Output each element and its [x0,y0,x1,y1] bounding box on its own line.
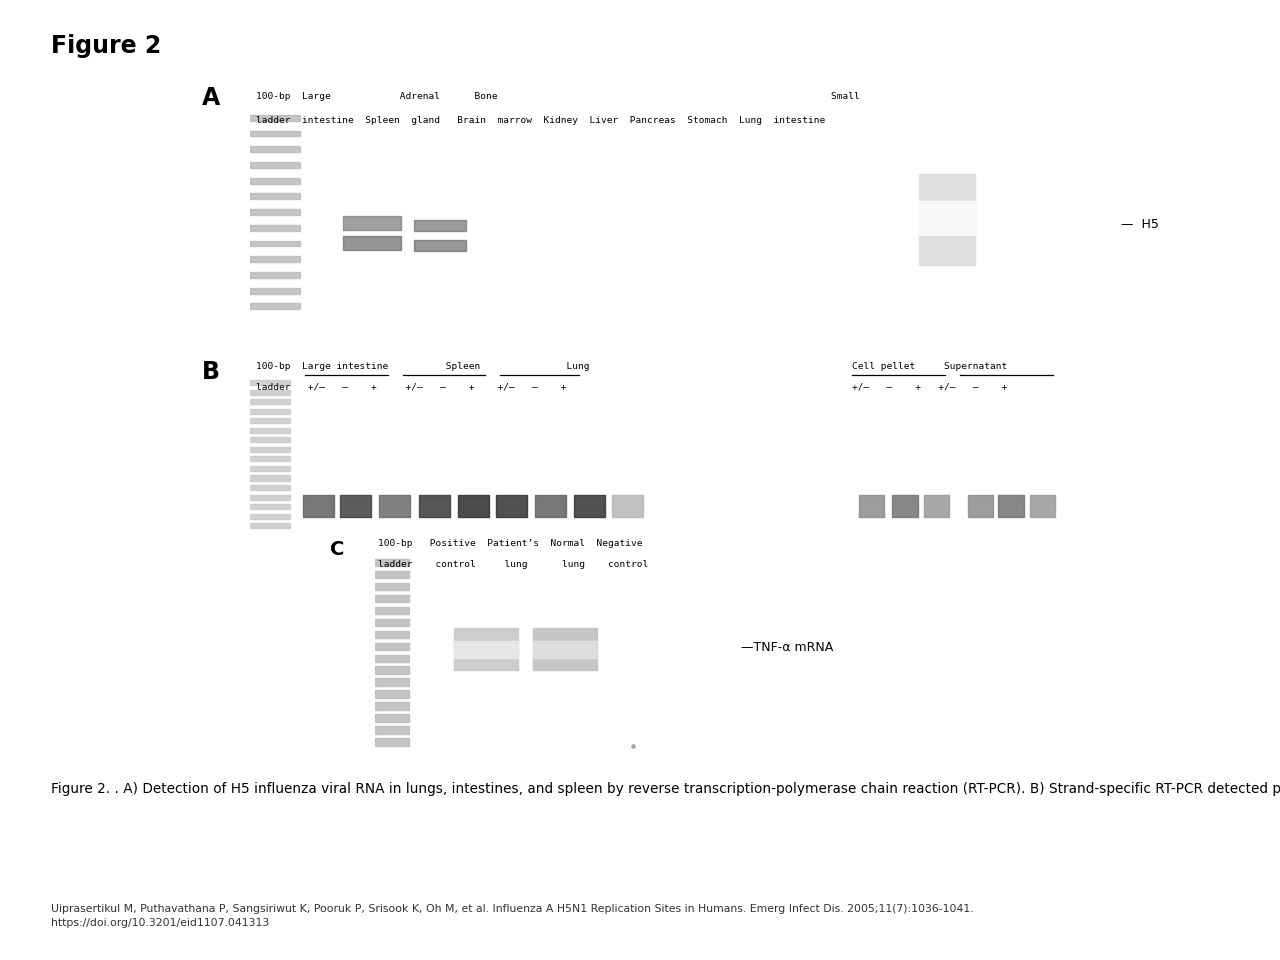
Text: —TNF-α mRNA: —TNF-α mRNA [741,640,833,654]
Text: A: A [202,86,220,110]
Bar [250,475,291,481]
Bar [250,146,300,153]
Bar [250,419,291,423]
Bar [250,494,291,499]
Bar [250,409,291,414]
Text: ladder   +/–   –    +     +/–   –    +    +/–   –    +: ladder +/– – + +/– – + +/– – + [256,383,567,392]
Text: Cell pellet     Supernatant: Cell pellet Supernatant [852,362,1007,371]
Bar [250,162,300,168]
Bar [250,225,300,230]
Bar [250,241,300,247]
Bar [375,631,410,638]
Bar [375,714,410,722]
Bar [375,559,410,566]
Bar [375,594,410,602]
Bar [250,514,291,518]
Text: +/–   –    +   +/–   –    +: +/– – + +/– – + [852,383,1007,392]
Bar [375,738,410,746]
Bar [375,642,410,650]
Text: ladder  intestine  Spleen  gland   Brain  marrow  Kidney  Liver  Pancreas  Stoma: ladder intestine Spleen gland Brain marr… [256,116,826,125]
Text: 100-bp   Positive  Patient’s  Normal  Negative: 100-bp Positive Patient’s Normal Negativ… [378,540,643,548]
Text: Figure 2. . A) Detection of H5 influenza viral RNA in lungs, intestines, and spl: Figure 2. . A) Detection of H5 influenza… [51,782,1280,797]
Bar [250,303,300,309]
Text: 100-bp  Large intestine          Spleen               Lung: 100-bp Large intestine Spleen Lung [256,362,590,371]
Bar [375,666,410,674]
Bar [250,256,300,262]
Bar [250,178,300,183]
Bar [375,703,410,710]
Bar [250,438,291,443]
Bar [375,607,410,614]
Bar [250,194,300,200]
Bar [250,380,291,385]
Bar [375,727,410,733]
Bar [250,390,291,395]
Text: Figure 2: Figure 2 [51,34,161,58]
Bar [375,618,410,626]
Text: ladder    control     lung      lung    control: ladder control lung lung control [378,561,648,569]
Text: B: B [202,360,220,384]
Bar [250,523,291,528]
Bar [250,456,291,462]
Bar [375,571,410,578]
Bar [250,131,300,136]
Bar [250,428,291,433]
Bar [250,115,300,121]
Text: Uiprasertikul M, Puthavathana P, Sangsiriwut K, Pooruk P, Srisook K, Oh M, et al: Uiprasertikul M, Puthavathana P, Sangsir… [51,904,974,928]
Bar [250,485,291,490]
Bar [250,466,291,471]
Bar [250,447,291,452]
Bar [375,655,410,662]
Bar [250,399,291,404]
Bar [250,504,291,509]
Text: C: C [330,540,344,560]
Bar [250,272,300,277]
Text: 100-bp  Large            Adrenal      Bone                                      : 100-bp Large Adrenal Bone [256,92,860,101]
Text: —  H5: — H5 [1121,218,1160,230]
Bar [250,288,300,294]
Bar [375,690,410,698]
Bar [250,209,300,215]
Bar [375,679,410,686]
Bar [375,583,410,590]
